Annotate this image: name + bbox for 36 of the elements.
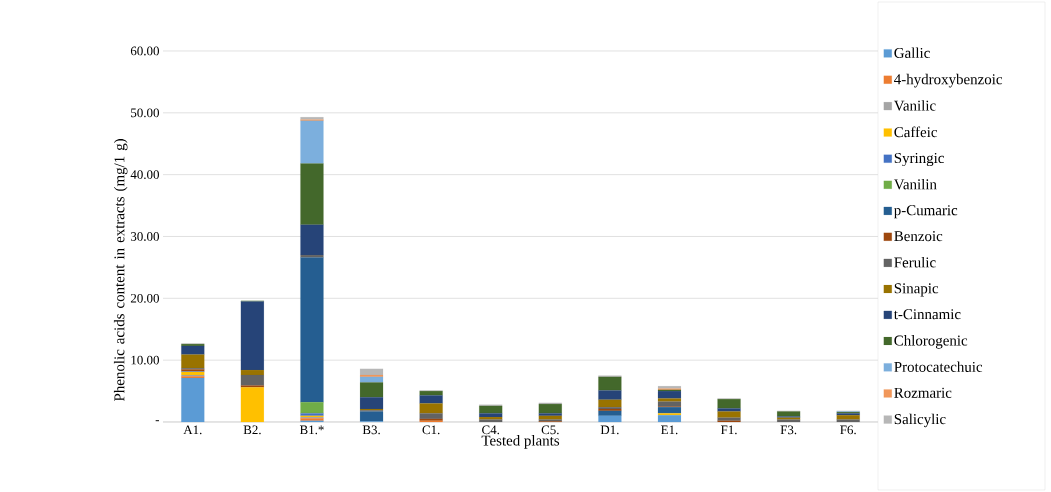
y-tick-label: 20.00 [130, 293, 159, 303]
x-tick-label: B2. [243, 425, 261, 435]
y-tick-label: - [155, 420, 160, 422]
y-tick-label: 30.00 [130, 232, 159, 241]
legend-label: Syringic [894, 153, 944, 167]
x-tick-label: D1. [600, 425, 619, 435]
y-tick-label: 40.00 [130, 170, 159, 180]
legend-label: t-Cinnamic [893, 309, 961, 320]
legend-label: Benzoic [894, 231, 943, 242]
legend-label: p-Cumaric [894, 205, 958, 219]
x-axis-title: Tested plants [481, 435, 560, 449]
x-tick-label: A1. [183, 425, 202, 435]
legend-label: Chlorogenic [894, 335, 968, 349]
legend-label: Ferulic [894, 256, 936, 268]
x-tick-label: E1. [661, 425, 678, 435]
legend-label: Sinapic [894, 283, 939, 297]
legend-label: 4-hydroxybenzoic [894, 73, 1003, 88]
x-tick-label: B1.* [299, 425, 324, 435]
legend-label: Protocatechuic [894, 361, 983, 372]
y-tick-label: 60.00 [130, 46, 159, 56]
legend-label: Rozmaric [894, 387, 952, 398]
x-tick-label: F3. [780, 425, 797, 435]
x-tick-label: C1. [422, 425, 440, 435]
x-tick-label: C5. [541, 425, 559, 435]
y-tick-label: 10.00 [131, 355, 159, 365]
y-tick-label: 50.00 [131, 108, 159, 118]
x-tick-label: C4. [482, 425, 500, 435]
legend-label: Vanilin [893, 178, 937, 190]
x-tick-label: B3. [362, 425, 380, 435]
legend-label: Salicylic [894, 413, 946, 428]
x-tick-label: F1. [720, 425, 737, 435]
x-tick-label: F6. [840, 425, 856, 435]
y-axis-title: Phenolic acids content in extracts (mg/1 g) [113, 139, 128, 402]
legend-label: Caffeic [894, 126, 938, 138]
legend-label: Vanilic [893, 100, 936, 111]
legend-label: Gallic [894, 47, 930, 58]
